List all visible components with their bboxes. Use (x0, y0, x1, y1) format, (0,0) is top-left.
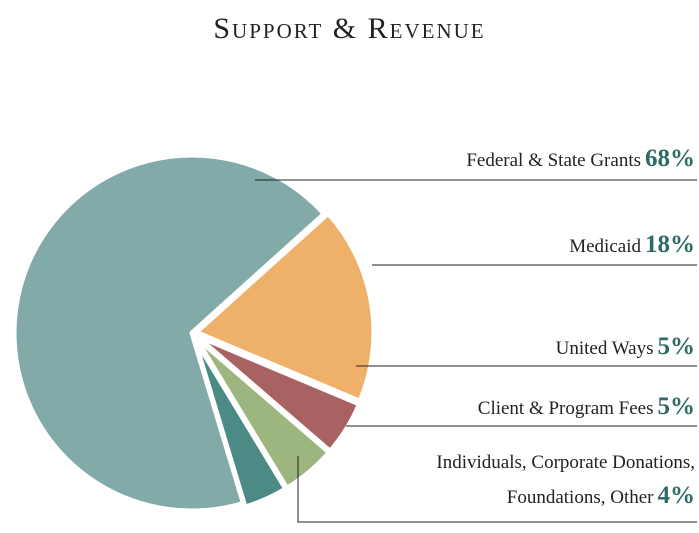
pie-slice (191, 334, 289, 510)
slice-label: United Ways 5% (295, 330, 695, 365)
slice-label: Individuals, Corporate Donations, Founda… (360, 446, 695, 514)
category-label: Federal & State Grants (466, 150, 641, 171)
value-label: 68% (645, 145, 695, 172)
slice-label: Medicaid 18% (295, 228, 695, 263)
pie-slice (11, 152, 327, 514)
leader-line (297, 456, 697, 523)
value-label: 5% (657, 393, 696, 420)
category-label: Client & Program Fees (477, 398, 654, 419)
value-label: 5% (657, 333, 696, 360)
chart-title: Support & Revenue (213, 12, 486, 45)
slice-label: Client & Program Fees 5% (295, 390, 695, 425)
category-label: United Ways (555, 338, 654, 359)
slice-label: Federal & State Grants 68% (295, 142, 695, 177)
category-label: Individuals, Corporate Donations, Founda… (436, 452, 695, 508)
value-label: 4% (657, 482, 696, 509)
category-label: Medicaid (569, 236, 641, 257)
value-label: 18% (645, 231, 695, 258)
pie-slice (193, 210, 377, 404)
